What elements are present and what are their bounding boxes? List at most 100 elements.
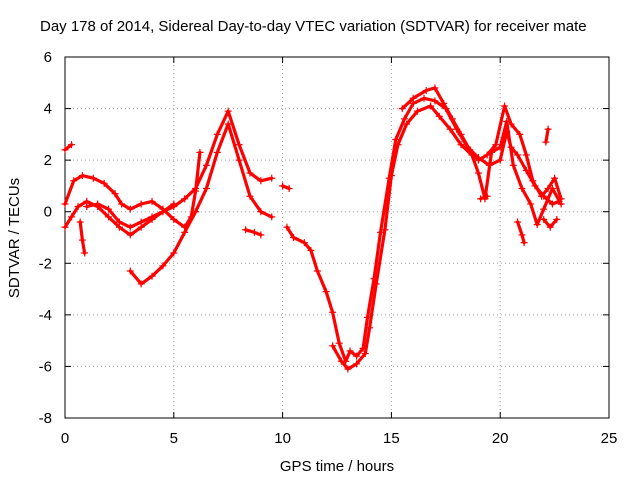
data-point (68, 213, 76, 221)
data-point (440, 99, 448, 107)
data-point (514, 151, 522, 159)
data-point (224, 107, 232, 115)
y-tick-label: 2 (44, 152, 52, 169)
series-group (61, 84, 565, 373)
data-point (372, 280, 380, 288)
series-line (515, 220, 526, 245)
data-point (518, 231, 526, 239)
data-point (181, 228, 189, 236)
data-point (483, 192, 491, 200)
data-point (235, 156, 243, 164)
data-point (235, 141, 243, 149)
data-point (105, 205, 113, 213)
y-tick-label: -4 (39, 307, 52, 324)
data-point (507, 120, 515, 128)
data-point (335, 339, 343, 347)
tick-labels: 0 5 10 15 20 25 -8 -6 -4 -2 0 2 4 6 (39, 49, 618, 447)
data-point (496, 156, 504, 164)
data-point (431, 84, 439, 92)
data-point (78, 172, 86, 180)
data-point (61, 146, 69, 154)
x-tick-label: 15 (383, 430, 400, 447)
plot-frame (64, 56, 610, 419)
y-tick-label: -8 (39, 410, 52, 427)
data-point (540, 215, 548, 223)
data-point (202, 185, 210, 193)
data-point (527, 200, 535, 208)
x-axis-label: GPS time / hours (280, 458, 394, 475)
data-point (398, 105, 406, 113)
data-point (81, 249, 89, 257)
data-point (422, 87, 430, 95)
x-tick-label: 10 (274, 430, 291, 447)
series-track-e (83, 200, 178, 231)
data-point (213, 148, 221, 156)
data-point (118, 200, 126, 208)
series-track-h (279, 182, 293, 193)
data-point (522, 151, 530, 159)
data-point (448, 115, 456, 123)
data-point (78, 236, 86, 244)
data-point (242, 226, 250, 234)
x-tick-label: 5 (170, 430, 178, 447)
data-point (474, 156, 482, 164)
data-point (192, 208, 200, 216)
data-point (148, 197, 156, 205)
data-point (518, 185, 526, 193)
data-point (137, 218, 145, 226)
data-point (414, 107, 422, 115)
data-point (394, 141, 402, 149)
data-point (542, 138, 550, 146)
series-track-k (398, 84, 565, 203)
data-point (377, 228, 385, 236)
data-point (246, 192, 254, 200)
data-point (381, 226, 389, 234)
data-point (224, 120, 232, 128)
data-point (322, 288, 330, 296)
data-point (431, 97, 439, 105)
data-point (126, 205, 134, 213)
data-point (361, 350, 369, 358)
data-point (353, 360, 361, 368)
y-tick-label: -6 (39, 358, 52, 375)
data-point (392, 136, 400, 144)
data-point (246, 169, 254, 177)
data-point (192, 187, 200, 195)
series-track-g (242, 226, 265, 239)
data-point (115, 218, 123, 226)
data-point (446, 125, 454, 133)
data-point (137, 280, 145, 288)
x-tick-label: 0 (61, 430, 69, 447)
data-point (83, 203, 91, 211)
y-tick-label: 0 (44, 204, 52, 221)
data-point (257, 177, 265, 185)
data-point (126, 223, 134, 231)
data-point (61, 223, 69, 231)
series-line (285, 96, 561, 363)
series-track-b (61, 148, 204, 231)
data-point (553, 215, 561, 223)
series-track-o (540, 215, 561, 231)
data-point (540, 205, 548, 213)
data-point (544, 185, 552, 193)
data-point (353, 352, 361, 360)
data-point (181, 195, 189, 203)
data-point (483, 151, 491, 159)
y-axis-label: SDTVAR / TECUs (6, 178, 23, 298)
data-point (400, 115, 408, 123)
data-point (268, 213, 276, 221)
series-track-n (477, 192, 491, 203)
data-point (346, 347, 354, 355)
series-track-d (76, 218, 89, 257)
series-line (400, 86, 563, 201)
data-point (170, 249, 178, 257)
data-point (74, 203, 82, 211)
data-point (268, 174, 276, 182)
data-point (337, 357, 345, 365)
data-point (420, 94, 428, 102)
y-tick-label: 4 (44, 101, 52, 118)
data-point (492, 141, 500, 149)
data-point (137, 200, 145, 208)
data-point (496, 143, 504, 151)
data-point (100, 179, 108, 187)
